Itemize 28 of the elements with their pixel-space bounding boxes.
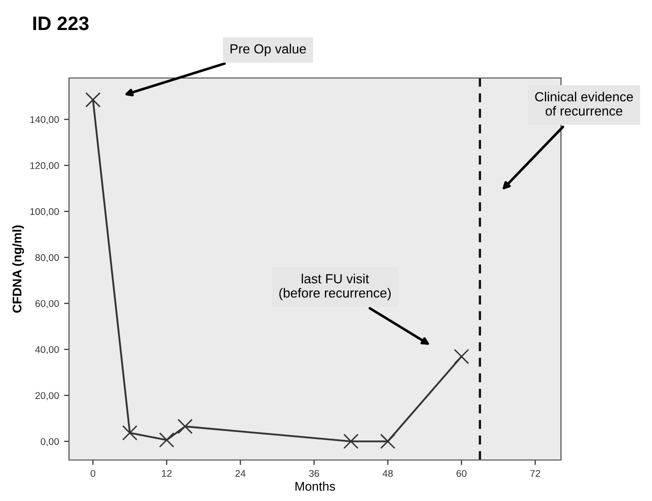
y-tick-label: 120,00 <box>30 162 59 170</box>
y-axis-title: CFDNA (ng/ml) <box>12 225 24 313</box>
x-tick-label: 72 <box>530 470 540 477</box>
x-tick-label: 24 <box>235 470 246 477</box>
y-tick-label: 0,00 <box>40 438 59 446</box>
point <box>122 425 138 440</box>
y-tick-label: 20,00 <box>35 392 59 400</box>
point <box>454 348 470 364</box>
annotation: last FU visit (before recurrence) <box>279 274 391 300</box>
x-tick-label: 0 <box>90 470 96 477</box>
y-tick-label: 40,00 <box>35 346 59 354</box>
y-tick-label: 80,00 <box>35 254 59 262</box>
y-tick-label: 60,00 <box>35 300 59 308</box>
point <box>159 432 174 448</box>
x-axis-title: Months <box>296 482 336 491</box>
y-tick-label: 100,00 <box>30 208 59 216</box>
y-tick-label: 140,00 <box>30 116 59 124</box>
chart-title: ID 223 <box>33 16 89 30</box>
x-tick-label: 36 <box>309 470 320 477</box>
point <box>85 92 101 108</box>
x-tick-label: 60 <box>456 470 467 477</box>
point <box>343 434 359 450</box>
point <box>177 418 193 434</box>
annotation: Clinical evidence of recurrence <box>535 92 633 116</box>
x-tick-label: 48 <box>382 470 393 477</box>
x-tick-label: 12 <box>162 470 172 477</box>
text: Pre Op value <box>230 44 306 56</box>
point <box>380 434 396 450</box>
